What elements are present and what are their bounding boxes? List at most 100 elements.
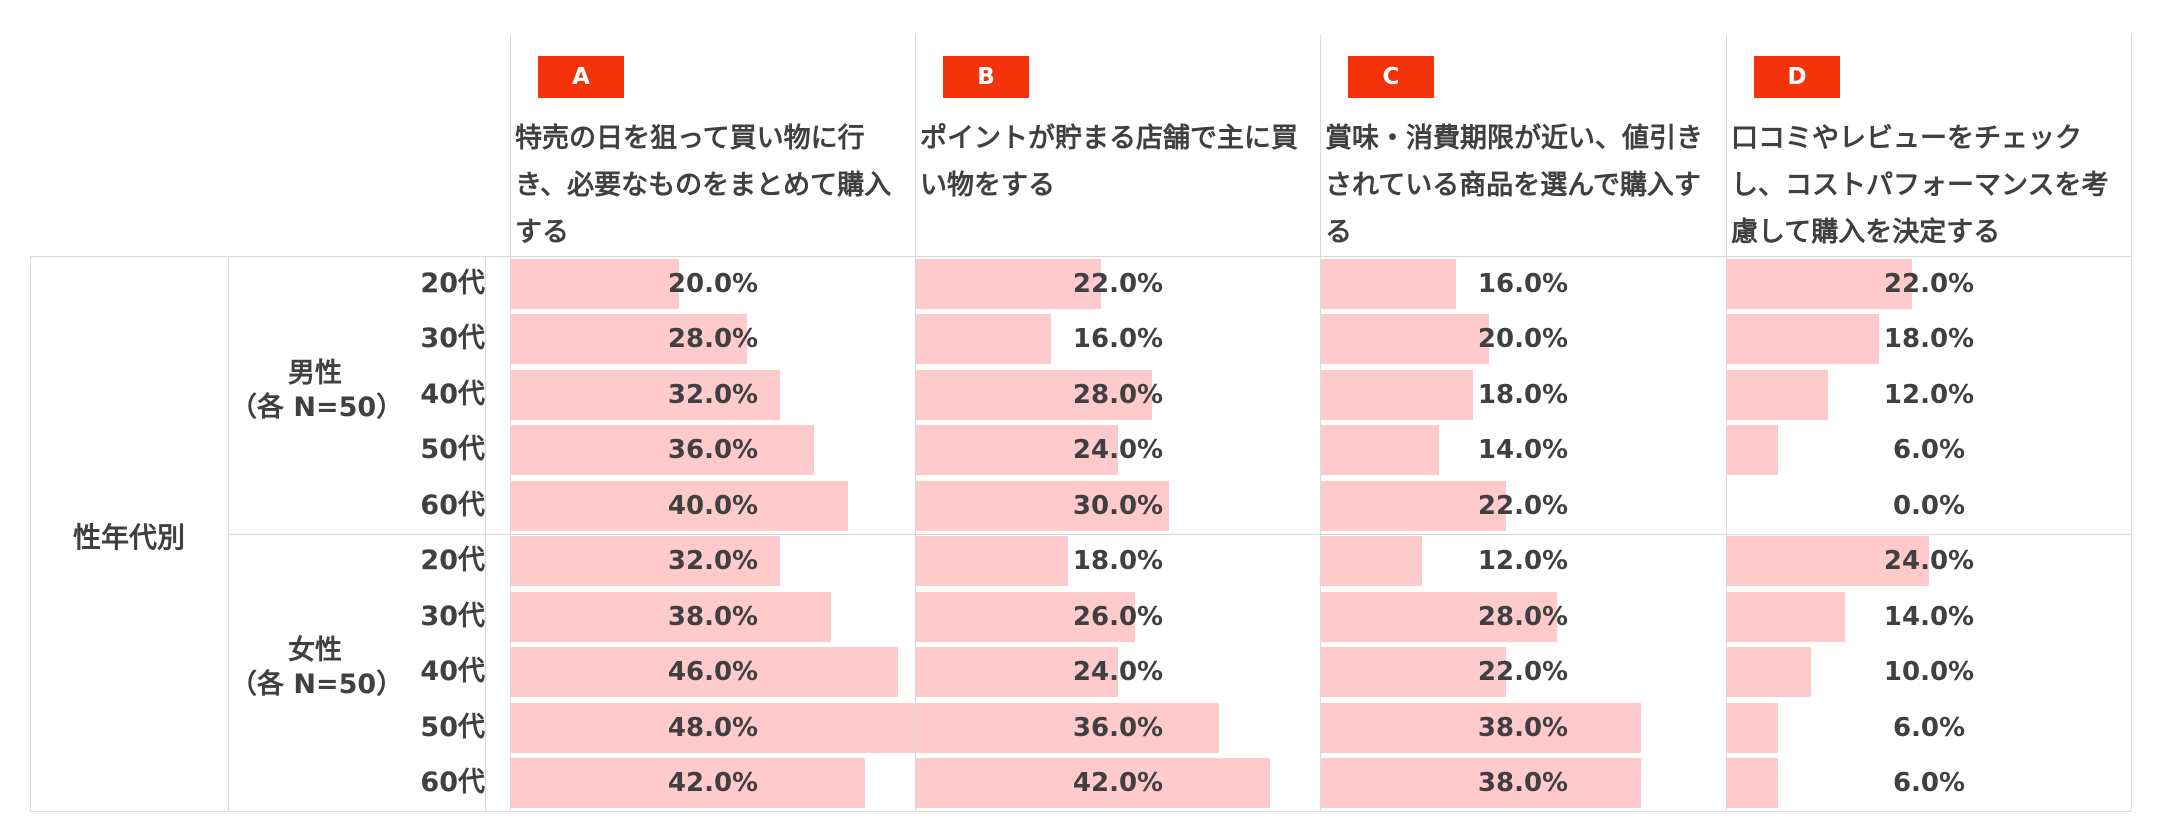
bar <box>511 758 865 808</box>
age-label: 50代 <box>420 711 485 743</box>
data-label: 16.0% <box>1072 324 1164 354</box>
bar <box>1727 647 1812 697</box>
data-label: 40.0% <box>667 490 759 521</box>
data-label: 42.0% <box>1072 768 1164 798</box>
data-label: 14.0% <box>1477 435 1569 465</box>
age-label: 40代 <box>420 656 485 687</box>
bar <box>1321 369 1473 420</box>
bar <box>1321 702 1641 753</box>
data-label: 26.0% <box>1072 601 1164 632</box>
age-label: 20代 <box>420 267 485 299</box>
grid-line-vertical <box>30 256 31 811</box>
bar <box>1321 314 1490 364</box>
data-label: 22.0% <box>1477 657 1569 687</box>
data-label: 24.0% <box>1072 657 1164 687</box>
age-label: 20代 <box>420 545 485 576</box>
data-label: 22.0% <box>1072 268 1164 299</box>
bar <box>916 647 1118 697</box>
column-label: 賞味・消費期限が近い、値引きされている商品を選んで購入する <box>1325 123 1703 248</box>
column-badge: C <box>1348 56 1434 98</box>
column-header: A 特売の日を狙って買い物に行き、必要なものをまとめて購入する <box>510 35 915 255</box>
bar <box>1727 258 1913 309</box>
data-label: 20.0% <box>667 268 759 299</box>
group-label: 男性 （各 N=50） <box>230 357 404 425</box>
data-label: 6.0% <box>1892 712 1966 743</box>
data-label: 28.0% <box>1477 601 1569 632</box>
group-label: 女性 （各 N=50） <box>230 634 404 702</box>
data-label: 28.0% <box>667 324 759 354</box>
bar <box>511 536 781 586</box>
bar <box>1727 702 1778 753</box>
data-label: 18.0% <box>1072 546 1164 576</box>
bar <box>1321 591 1557 642</box>
bar <box>1321 647 1507 697</box>
bar <box>1321 480 1507 531</box>
bar <box>1727 591 1845 642</box>
data-label: 22.0% <box>1477 490 1569 521</box>
grid-line-horizontal <box>228 533 2131 535</box>
group-n: （各 N=50） <box>230 391 404 423</box>
data-label: 48.0% <box>667 712 759 743</box>
age-label: 60代 <box>420 489 485 521</box>
bar <box>916 536 1068 586</box>
age-label: 30代 <box>420 323 485 354</box>
bar <box>1727 314 1879 364</box>
data-label: 20.0% <box>1477 324 1569 354</box>
bar <box>916 369 1152 420</box>
data-label: 32.0% <box>667 379 759 410</box>
data-label: 0.0% <box>1892 490 1966 521</box>
grid-line-horizontal <box>30 256 2131 257</box>
data-label: 36.0% <box>667 435 759 465</box>
column-label: ポイントが貯まる店舗で主に買い物をする <box>920 123 1298 201</box>
data-label: 12.0% <box>1883 379 1975 410</box>
data-label: 24.0% <box>1883 546 1975 576</box>
data-label: 28.0% <box>1072 379 1164 410</box>
data-label: 38.0% <box>1477 768 1569 798</box>
data-label: 38.0% <box>1477 712 1569 743</box>
grid-line-vertical <box>1726 35 1727 811</box>
data-label: 38.0% <box>667 601 759 632</box>
data-label: 22.0% <box>1883 268 1975 299</box>
bar <box>511 369 781 420</box>
grid-line-horizontal <box>30 811 2131 812</box>
bar <box>1321 258 1456 309</box>
data-label: 18.0% <box>1477 379 1569 410</box>
bar <box>511 314 747 364</box>
data-label: 42.0% <box>667 768 759 798</box>
column-label: 特売の日を狙って買い物に行き、必要なものをまとめて購入する <box>515 123 892 248</box>
data-label: 16.0% <box>1477 268 1569 299</box>
bar <box>916 480 1169 531</box>
age-label: 30代 <box>420 600 485 632</box>
bar <box>511 702 915 753</box>
age-label: 60代 <box>420 767 485 798</box>
column-header: D 口コミやレビューをチェックし、コストパフォーマンスを考慮して購入を決定する <box>1726 35 2131 255</box>
bar <box>511 591 831 642</box>
data-label: 14.0% <box>1883 601 1975 632</box>
bar <box>916 591 1135 642</box>
bar <box>916 758 1270 808</box>
group-n: （各 N=50） <box>230 669 404 701</box>
grid-line-vertical <box>2131 35 2132 811</box>
grid-line-vertical <box>915 35 916 811</box>
data-label: 46.0% <box>667 657 759 687</box>
bar <box>1321 758 1641 808</box>
data-label: 6.0% <box>1892 435 1966 465</box>
column-badge: D <box>1754 56 1840 98</box>
bar <box>511 647 899 697</box>
bar <box>511 480 848 531</box>
data-label: 36.0% <box>1072 712 1164 743</box>
bar <box>1727 425 1778 475</box>
data-label: 10.0% <box>1883 657 1975 687</box>
data-label: 18.0% <box>1883 324 1975 354</box>
group-name: 女性 <box>288 635 342 667</box>
age-label: 50代 <box>420 434 485 465</box>
column-header: C 賞味・消費期限が近い、値引きされている商品を選んで購入する <box>1320 35 1725 255</box>
bar <box>511 425 814 475</box>
data-label: 6.0% <box>1892 768 1966 798</box>
outer-label: 性年代別 <box>72 520 185 554</box>
bar <box>916 258 1102 309</box>
bar <box>916 702 1219 753</box>
bar <box>1321 425 1439 475</box>
bar <box>1727 758 1778 808</box>
